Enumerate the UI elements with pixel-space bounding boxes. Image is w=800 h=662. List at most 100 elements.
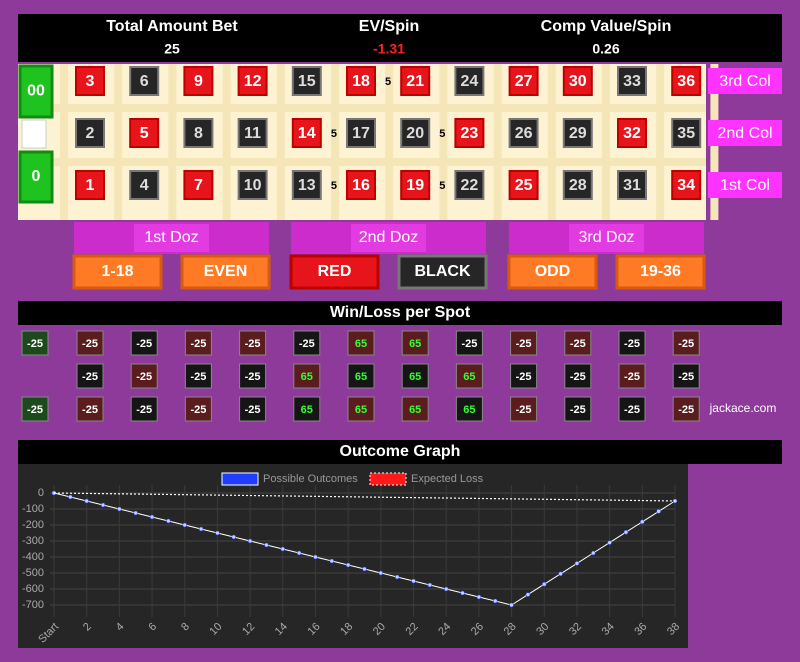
outside-bet xyxy=(72,254,163,290)
winloss-value: 65 xyxy=(463,404,475,416)
zero-spot xyxy=(18,150,54,204)
chip-amount: 5 xyxy=(331,128,337,140)
data-point xyxy=(509,602,514,608)
data-point xyxy=(264,542,269,548)
empty-spot xyxy=(21,119,47,149)
felt-stripe xyxy=(602,64,610,220)
winloss-spot xyxy=(130,330,158,356)
data-point xyxy=(84,498,89,504)
dozen-inner xyxy=(134,224,209,252)
winloss-value: -25 xyxy=(245,404,261,416)
data-point xyxy=(607,540,612,545)
number-spot xyxy=(617,118,647,148)
felt-stripe xyxy=(114,64,123,220)
number-label: 5 xyxy=(140,125,149,142)
number-label: 4 xyxy=(140,177,149,194)
y-tick-label: -700 xyxy=(22,599,44,611)
data-point xyxy=(247,538,253,544)
winloss-spot xyxy=(401,330,429,356)
winloss-spot xyxy=(21,330,49,356)
number-label: 31 xyxy=(623,177,641,194)
data-point xyxy=(656,509,661,514)
outside-bet xyxy=(180,254,271,290)
winloss-spot xyxy=(347,363,375,389)
number-label: 26 xyxy=(515,125,533,142)
number-spot xyxy=(129,170,160,200)
legend-label: Expected Loss xyxy=(411,473,484,485)
winloss-value: -25 xyxy=(678,371,694,383)
winloss-value: -25 xyxy=(516,338,532,350)
winloss-spot xyxy=(239,396,267,422)
winloss-spot xyxy=(21,396,49,422)
number-label: 2 xyxy=(86,125,95,142)
number-label: 13 xyxy=(298,177,316,194)
number-label: 34 xyxy=(677,177,695,194)
data-point xyxy=(149,514,155,520)
number-spot xyxy=(291,118,322,148)
y-tick-label: -500 xyxy=(22,567,44,579)
felt-stripe xyxy=(493,64,502,220)
data-point xyxy=(215,530,220,536)
dozen-label: 1st Doz xyxy=(144,229,198,246)
data-point xyxy=(672,498,678,504)
winloss-value: -25 xyxy=(27,404,43,416)
winloss-value: 65 xyxy=(355,338,367,350)
zero-label: 0 xyxy=(32,168,41,185)
number-label: 21 xyxy=(406,73,424,90)
winloss-value: -25 xyxy=(570,338,586,350)
felt-stripe xyxy=(547,64,556,220)
data-point xyxy=(476,594,482,600)
winloss-value: -25 xyxy=(27,338,43,350)
winloss-spot xyxy=(239,363,267,389)
winloss-value: -25 xyxy=(190,404,206,416)
winloss-value: -25 xyxy=(82,371,98,383)
number-label: 10 xyxy=(244,177,262,194)
winloss-value: -25 xyxy=(516,404,532,416)
winloss-spot xyxy=(130,396,158,422)
outside-label: 1-18 xyxy=(101,263,133,280)
winloss-spot xyxy=(672,363,700,389)
outside-label: ODD xyxy=(535,263,571,280)
winloss-spot xyxy=(618,363,646,389)
data-point xyxy=(117,506,122,512)
number-spot xyxy=(75,170,105,200)
winloss-spot xyxy=(239,330,267,356)
number-spot xyxy=(671,118,702,148)
data-point xyxy=(296,550,302,556)
number-label: 16 xyxy=(352,177,370,194)
winloss-value: 65 xyxy=(409,338,421,350)
felt-stripe xyxy=(656,64,665,220)
number-label: 23 xyxy=(461,125,479,142)
data-point xyxy=(198,526,204,532)
number-spot xyxy=(454,170,485,200)
winloss-spot xyxy=(293,363,321,389)
winloss-spot xyxy=(184,330,212,356)
number-spot xyxy=(671,66,702,96)
data-point xyxy=(591,550,596,556)
y-tick-label: 0 xyxy=(38,487,44,499)
data-point xyxy=(313,554,318,560)
felt-stripe xyxy=(331,64,339,220)
number-spot xyxy=(346,170,376,200)
number-spot xyxy=(291,170,322,200)
outside-bet xyxy=(615,254,706,290)
felt-stripe xyxy=(385,64,394,220)
outside-bet xyxy=(507,254,598,290)
winloss-value: 65 xyxy=(301,404,313,416)
data-point xyxy=(133,510,138,516)
number-label: 36 xyxy=(677,73,695,90)
winloss-value: -25 xyxy=(516,371,532,383)
header-label: EV/Spin xyxy=(359,18,419,35)
number-spot xyxy=(291,66,322,96)
number-spot xyxy=(562,66,593,96)
column-label: 2nd Col xyxy=(717,125,772,142)
zero-spot xyxy=(18,64,54,119)
winloss-spot xyxy=(455,396,483,422)
outside-label: EVEN xyxy=(204,263,248,280)
outside-label: BLACK xyxy=(415,263,471,280)
number-spot xyxy=(454,66,485,96)
winloss-spot xyxy=(401,363,429,389)
number-spot xyxy=(75,118,105,148)
winloss-value: -25 xyxy=(190,338,206,350)
header-label: Comp Value/Spin xyxy=(541,18,672,35)
